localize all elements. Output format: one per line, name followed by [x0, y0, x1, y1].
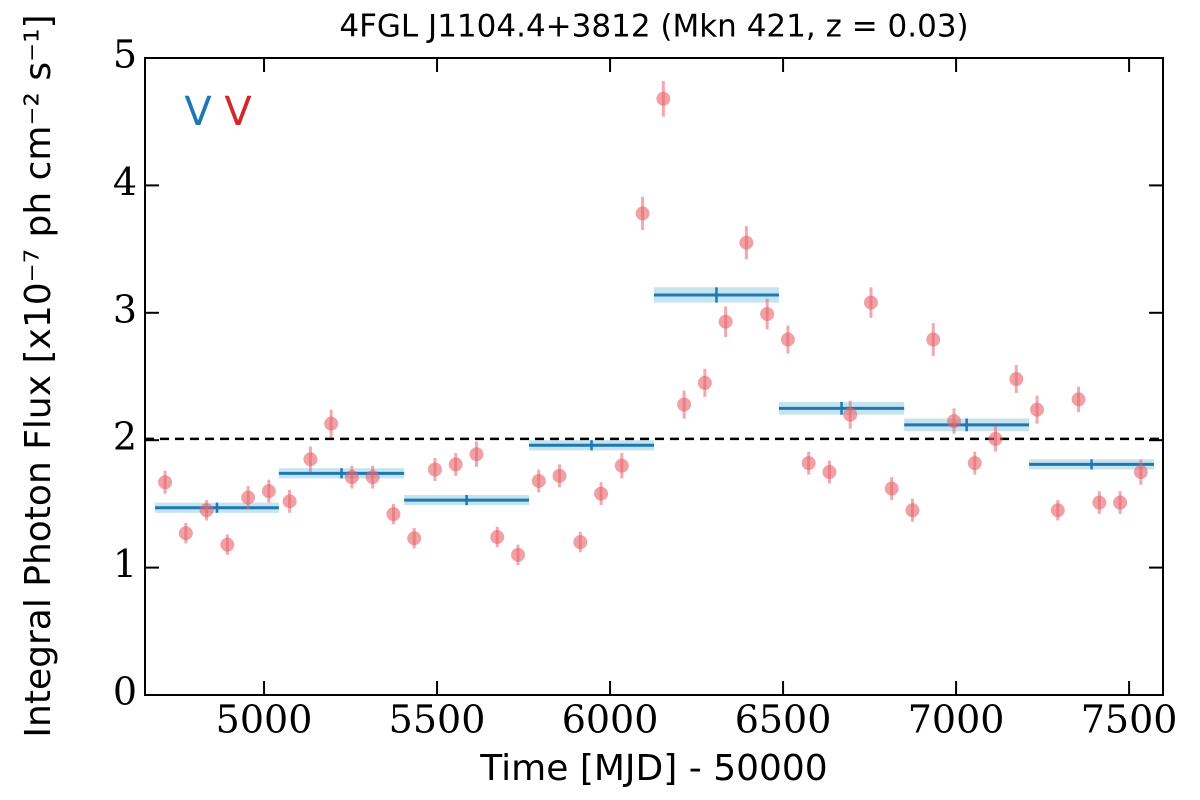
data-point	[158, 475, 173, 490]
data-point	[1133, 465, 1148, 480]
x-tick-label: 6500	[735, 698, 832, 742]
data-point	[843, 407, 858, 422]
data-point	[241, 490, 256, 505]
data-point	[967, 456, 982, 471]
data-point	[1071, 392, 1086, 407]
data-point	[926, 332, 941, 347]
data-point	[178, 526, 193, 541]
data-point	[199, 503, 214, 518]
data-point	[760, 307, 775, 322]
data-point	[552, 468, 567, 483]
data-point	[531, 473, 546, 488]
y-tick-label: 5	[113, 33, 137, 77]
data-point	[324, 416, 339, 431]
data-point	[282, 494, 297, 509]
marker-label: V	[224, 89, 252, 135]
data-point	[739, 235, 754, 250]
data-point	[261, 484, 276, 499]
data-point	[594, 486, 609, 501]
data-point	[448, 457, 463, 472]
data-point	[1050, 503, 1065, 518]
y-tick-label: 4	[113, 160, 137, 204]
x-tick-label: 6000	[562, 698, 659, 742]
y-tick-label: 2	[113, 415, 137, 459]
plot-frame	[144, 57, 1164, 696]
data-point	[947, 414, 962, 429]
y-tick-label: 1	[113, 542, 137, 586]
data-point	[988, 431, 1003, 446]
data-point	[718, 314, 733, 329]
data-point	[697, 375, 712, 390]
marker-label: V	[184, 89, 212, 135]
x-axis-label: Time [MJD] - 50000	[479, 748, 827, 789]
y-axis-label: Integral Photon Flux [x10⁻⁷ ph cm⁻² s⁻¹]	[18, 14, 59, 737]
x-tick-label: 7500	[1081, 698, 1178, 742]
data-point	[344, 470, 359, 485]
data-point	[884, 481, 899, 496]
data-point	[801, 456, 816, 471]
data-point	[1113, 495, 1128, 510]
data-point	[1009, 372, 1024, 387]
data-point	[407, 531, 422, 546]
data-point	[303, 452, 318, 467]
data-point	[905, 503, 920, 518]
data-point	[863, 295, 878, 310]
data-point	[386, 507, 401, 522]
data-point	[780, 332, 795, 347]
data-point	[614, 458, 629, 473]
x-tick-label: 5500	[389, 698, 486, 742]
x-tick-label: 7000	[908, 698, 1005, 742]
data-point	[573, 535, 588, 550]
data-point	[677, 397, 692, 412]
x-tick-label: 5000	[216, 698, 313, 742]
data-point	[656, 91, 671, 106]
data-point	[365, 470, 380, 485]
data-point	[469, 447, 484, 462]
y-tick-label: 3	[113, 287, 137, 331]
data-point	[822, 465, 837, 480]
data-point	[1092, 495, 1107, 510]
data-point	[220, 537, 235, 552]
data-point	[427, 462, 442, 477]
y-tick-label: 0	[113, 670, 137, 714]
data-point	[635, 206, 650, 221]
chart-title: 4FGL J1104.4+3812 (Mkn 421, z = 0.03)	[339, 9, 968, 45]
data-point	[490, 530, 505, 545]
data-point	[1030, 402, 1045, 417]
data-point	[511, 547, 526, 562]
